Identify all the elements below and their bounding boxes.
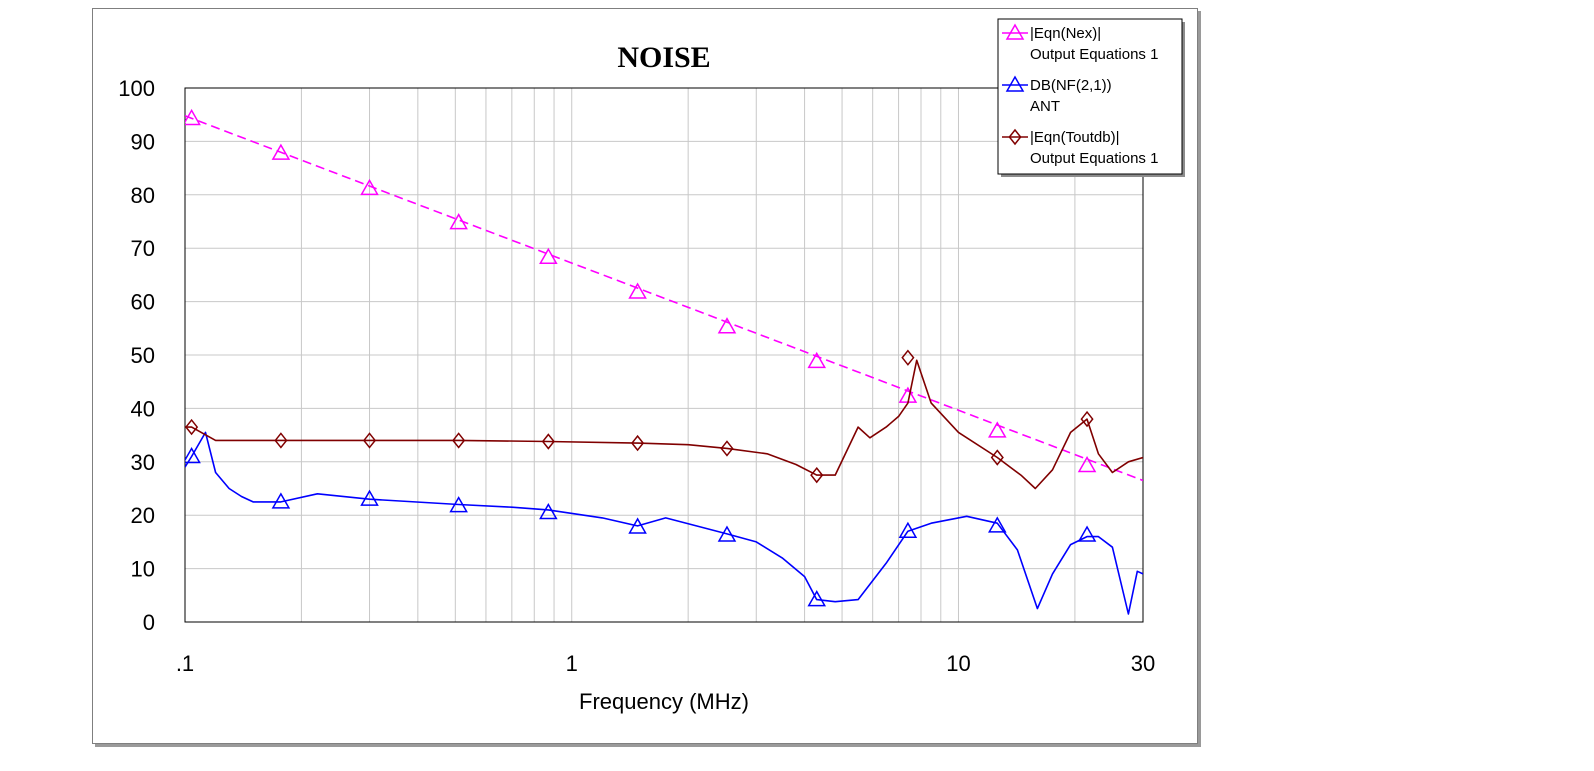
series-3: [185, 349, 1143, 490]
legend-series-source: Output Equations 1: [1030, 150, 1158, 167]
y-tick-label: 40: [131, 396, 155, 421]
data-point-marker: [720, 440, 734, 457]
y-tick-label: 90: [131, 129, 155, 154]
data-point-marker: [1077, 525, 1097, 542]
data-point-marker: [717, 317, 737, 334]
data-point-marker: [628, 517, 647, 534]
x-tick-label: 30: [1131, 651, 1155, 676]
series-line: [185, 359, 1143, 490]
y-tick-label: 30: [131, 450, 155, 475]
data-point-marker: [185, 418, 199, 436]
data-point-marker: [988, 421, 1007, 438]
legend-box: [997, 18, 1183, 175]
data-point-marker: [901, 349, 915, 366]
data-point-marker: [810, 466, 824, 484]
tick-labels: 0 10 20 30 40 50 60 70 80 90 100 .1 1 10 30: [118, 76, 1155, 676]
legend-marker: [1008, 128, 1022, 146]
series-line: [185, 115, 1143, 482]
y-tick-label: 70: [131, 236, 155, 261]
data-point-marker: [362, 432, 377, 449]
x-tick-label: 1: [566, 651, 578, 676]
data-point-marker: [631, 434, 645, 452]
legend-marker: [1005, 75, 1025, 92]
legend-item: |Eqn(Toutdb)| Output Equations 1: [1002, 128, 1158, 167]
legend-item: DB(NF(2,1)) ANT: [1002, 75, 1112, 115]
legend-series-name: DB(NF(2,1)): [1030, 77, 1112, 94]
data-point-marker: [449, 213, 468, 230]
data-point-marker: [717, 525, 737, 542]
chart-title: NOISE: [617, 41, 710, 74]
data-point-marker: [274, 432, 288, 449]
data-point-marker: [1077, 456, 1097, 473]
x-axis-label: Frequency (MHz): [579, 689, 749, 714]
y-tick-label: 80: [131, 183, 155, 208]
y-tick-label: 60: [131, 290, 155, 315]
series-line: [185, 431, 1143, 615]
data-point-marker: [185, 446, 201, 464]
legend-series-name: |Eqn(Nex)|: [1030, 25, 1101, 42]
data-point-marker: [271, 143, 291, 160]
data-point-marker: [1080, 410, 1094, 428]
x-tick-label: .1: [176, 651, 194, 676]
data-point-marker: [452, 432, 466, 449]
legend-series-source: Output Equations 1: [1030, 46, 1158, 63]
series-1: [185, 108, 1143, 482]
data-point-marker: [988, 516, 1007, 533]
y-tick-label: 20: [131, 503, 155, 528]
series-2: [185, 431, 1143, 615]
data-point-marker: [898, 521, 918, 538]
y-tick-label: 0: [143, 610, 155, 635]
legend: |Eqn(Nex)| Output Equations 1 DB(NF(2,1)) A…: [997, 18, 1185, 177]
data-point-marker: [807, 590, 827, 607]
data-point-marker: [360, 489, 379, 506]
y-tick-label: 10: [131, 557, 155, 582]
data-point-marker: [990, 449, 1004, 466]
y-tick-label: 50: [131, 343, 155, 368]
legend-item: |Eqn(Nex)| Output Equations 1: [1002, 23, 1158, 63]
data-point-marker: [360, 178, 379, 196]
legend-marker: [1005, 23, 1025, 40]
data-point-marker: [449, 496, 468, 513]
data-point-marker: [271, 492, 291, 509]
y-tick-label: 100: [118, 76, 155, 101]
legend-series-source: ANT: [1030, 98, 1060, 115]
x-tick-label: 10: [946, 651, 970, 676]
legend-series-name: |Eqn(Toutdb)|: [1030, 129, 1120, 146]
data-point-marker: [541, 433, 555, 450]
data-point-marker: [539, 503, 558, 520]
plot-area: [184, 87, 1144, 623]
data-point-marker: [539, 247, 558, 265]
series-layer: [185, 108, 1143, 615]
data-point-marker: [628, 282, 647, 299]
data-point-marker: [185, 108, 201, 126]
data-point-marker: [807, 351, 827, 369]
